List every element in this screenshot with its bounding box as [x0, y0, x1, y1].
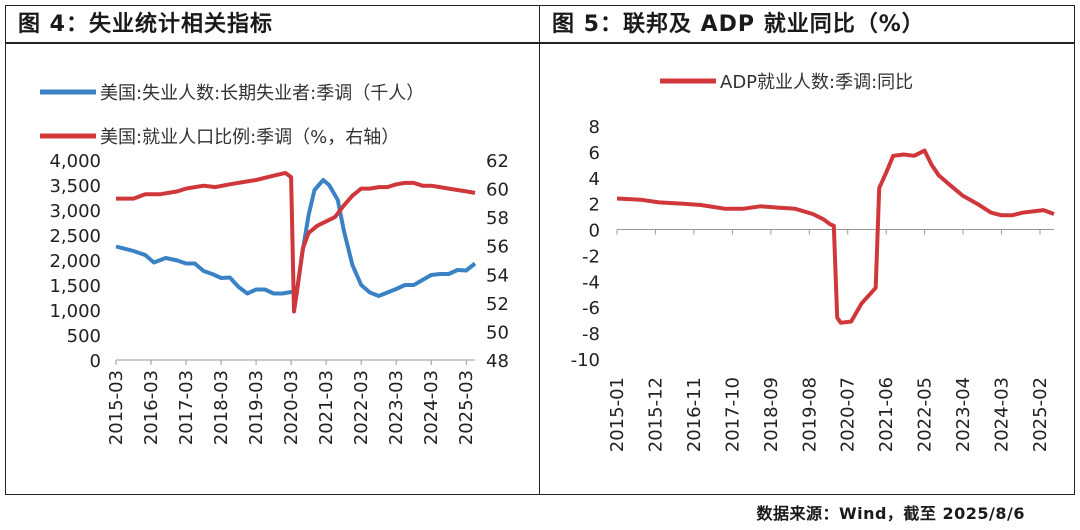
- left-y-tick-label: 1,500: [49, 276, 101, 297]
- right-y-tick-label: -2: [582, 246, 600, 267]
- right-x-tick-label: 2021-06: [876, 377, 897, 452]
- right-x-tick-label: 2025-02: [1030, 377, 1051, 452]
- left-y-tick-label: 0: [90, 351, 101, 372]
- left-y2-tick-label: 52: [486, 294, 509, 315]
- left-x-tick-label: 2022-03: [351, 370, 372, 445]
- right-y-tick-label: 2: [589, 195, 600, 216]
- right-x-tick-label: 2024-03: [992, 377, 1013, 452]
- figure-frame: 图 4：失业统计相关指标 图 5：联邦及 ADP 就业同比（%）: [5, 5, 1075, 495]
- left-x-tick-label: 2020-03: [281, 370, 302, 445]
- right-x-tick-label: 2023-04: [953, 377, 974, 452]
- left-x-tick-label: 2015-03: [106, 370, 127, 445]
- left-y2-tick-label: 60: [486, 180, 509, 201]
- left-y2-tick-label: 62: [486, 151, 509, 172]
- right-y-tick-label: 6: [589, 143, 600, 164]
- right-x-tick-label: 2015-12: [645, 377, 666, 452]
- left-x-tick-label: 2016-03: [141, 370, 162, 445]
- right-y-tick-label: -8: [582, 324, 600, 345]
- left-y2-tick-label: 48: [486, 351, 509, 372]
- right-x-tick-label: 2020-07: [838, 377, 859, 452]
- right-y-tick-label: -6: [582, 298, 600, 319]
- left-y2-tick-label: 56: [486, 237, 509, 258]
- right-x-tick-label: 2018-09: [761, 377, 782, 452]
- left-y-tick-label: 3,500: [49, 176, 101, 197]
- employment-ratio-line: [116, 170, 476, 314]
- left-y-tick-label: 500: [67, 326, 101, 347]
- right-y-tick-label: -4: [582, 272, 600, 293]
- left-y-tick-label: 4,000: [49, 151, 101, 172]
- left-legend-label: 美国:就业人口比例:季调（%，右轴）: [100, 127, 399, 148]
- right-y-tick-label: 8: [589, 117, 600, 138]
- right-x-tick-label: 2016-11: [684, 377, 705, 452]
- left-x-tick-label: 2018-03: [211, 370, 232, 445]
- left-x-tick-label: 2025-03: [456, 370, 477, 445]
- left-chart-title: 图 4：失业统计相关指标: [6, 6, 539, 44]
- right-y-tick-label: -10: [571, 350, 600, 371]
- left-legend-label: 美国:失业人数:长期失业者:季调（千人）: [100, 83, 424, 104]
- left-y-tick-label: 2,000: [49, 251, 101, 272]
- left-y2-tick-label: 58: [486, 208, 509, 229]
- left-y2-tick-label: 54: [486, 265, 509, 286]
- left-x-tick-label: 2019-03: [246, 370, 267, 445]
- right-x-tick-label: 2019-08: [799, 377, 820, 452]
- right-x-tick-label: 2015-01: [607, 377, 628, 452]
- left-x-tick-label: 2024-03: [421, 370, 442, 445]
- left-x-tick-label: 2023-03: [386, 370, 407, 445]
- right-legend-label: ADP就业人数:季调:同比: [720, 72, 913, 93]
- right-x-tick-label: 2017-10: [722, 377, 743, 452]
- left-y2-tick-label: 50: [486, 322, 509, 343]
- source-note: 数据来源：Wind，截至 2025/8/6: [756, 504, 1025, 523]
- adp-employment-yoy-line: [616, 148, 1055, 325]
- right-chart-title: 图 5：联邦及 ADP 就业同比（%）: [540, 6, 1074, 44]
- right-y-tick-label: 4: [589, 169, 600, 190]
- left-x-tick-label: 2017-03: [176, 370, 197, 445]
- left-y-tick-label: 2,500: [49, 226, 101, 247]
- panel-divider: [539, 6, 540, 494]
- right-x-tick-label: 2022-05: [915, 377, 936, 452]
- left-y-tick-label: 1,000: [49, 301, 101, 322]
- left-y-tick-label: 3,000: [49, 201, 101, 222]
- left-x-tick-label: 2021-03: [316, 370, 337, 445]
- right-y-tick-label: 0: [589, 221, 600, 242]
- long-term-unemployed-line: [115, 178, 477, 298]
